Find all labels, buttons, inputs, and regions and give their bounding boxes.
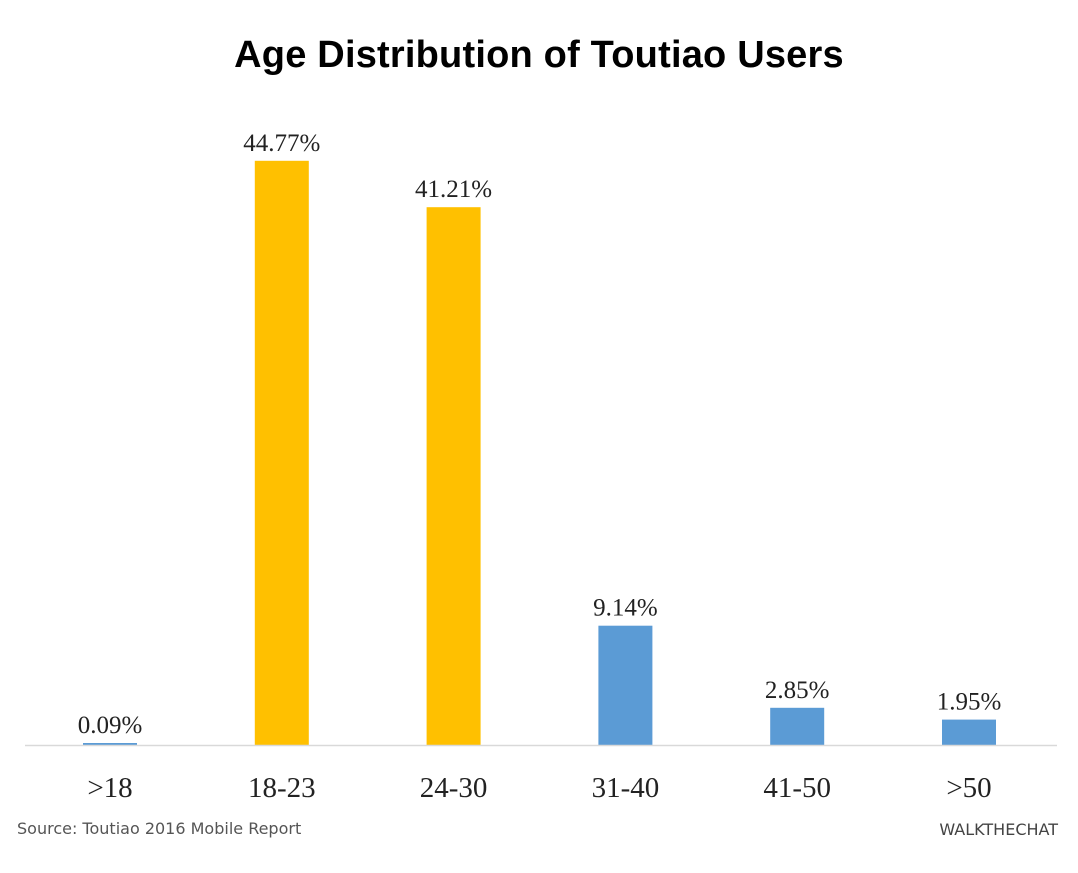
data-label-1: 0.09% [78,712,143,739]
bar-4 [598,625,653,745]
data-label-2: 44.77% [243,130,320,157]
x-tick-labels-group: >18 18-23 24-30 31-40 41-50 >50 [87,772,991,804]
bar-1 [83,743,137,745]
x-tick-label-3: 24-30 [420,772,488,804]
x-tick-label-1: >18 [87,772,132,804]
data-label-4: 9.14% [593,595,658,622]
chart-title: Age Distribution of Toutiao Users [234,34,844,76]
x-tick-label-4: 31-40 [592,772,660,804]
data-labels-group: 0.09% 44.77% 41.21% 9.14% 2.85% 1.95% [78,130,1002,739]
brand-logo: WALKTHECHAT [939,820,1058,839]
bars-group [83,160,996,746]
data-label-6: 1.95% [937,689,1002,716]
x-tick-label-2: 18-23 [248,772,316,804]
bar-5 [770,707,825,745]
data-label-5: 2.85% [765,677,830,704]
data-label-3: 41.21% [415,176,492,203]
bar-3 [426,207,481,745]
source-note: Source: Toutiao 2016 Mobile Report [17,819,302,838]
x-tick-label-5: 41-50 [763,772,831,804]
bar-2 [254,160,309,746]
x-tick-label-6: >50 [946,772,991,804]
bar-6 [942,719,996,745]
